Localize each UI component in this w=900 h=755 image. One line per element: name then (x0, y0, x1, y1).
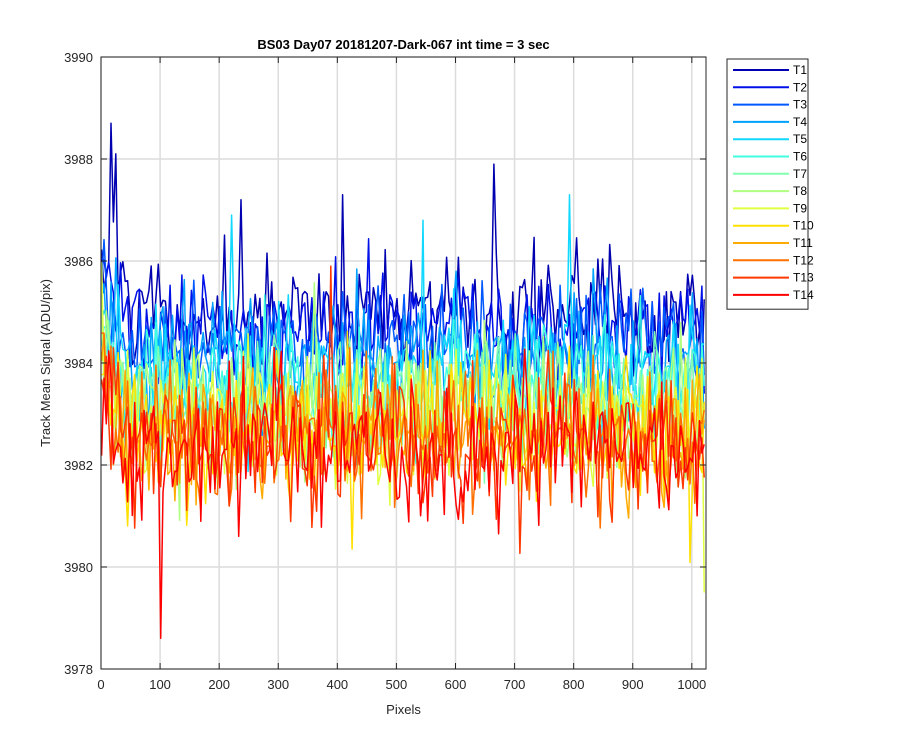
x-tick-label: 200 (208, 677, 230, 692)
series-line-t14 (100, 346, 705, 640)
x-tick-label: 1000 (677, 677, 706, 692)
legend-label: T3 (793, 98, 807, 112)
x-tick-label: 400 (326, 677, 348, 692)
legend-label: T8 (793, 184, 807, 198)
x-tick-label: 600 (445, 677, 467, 692)
chart-title: BS03 Day07 20181207-Dark-067 int time = … (257, 37, 549, 52)
x-tick-label: 700 (504, 677, 526, 692)
legend-label: T1 (793, 63, 807, 77)
legend-label: T14 (793, 288, 814, 302)
legend-label: T7 (793, 167, 807, 181)
y-tick-label: 3980 (64, 560, 93, 575)
legend-label: T12 (793, 253, 814, 267)
x-tick-label: 100 (149, 677, 171, 692)
axis-ticks: 0 100 200 300 400 500 600 700 800 900 1000 3978 3980… (64, 50, 706, 692)
series-line-t3 (100, 238, 705, 422)
legend-label: T2 (793, 80, 807, 94)
series-group (100, 122, 705, 640)
legend-label: T9 (793, 201, 807, 215)
legend-box (726, 58, 809, 310)
legend-label: T4 (793, 115, 807, 129)
y-tick-label: 3978 (64, 662, 93, 677)
x-tick-label: 800 (563, 677, 585, 692)
legend-label: T11 (793, 236, 813, 250)
y-tick-label: 3988 (64, 152, 93, 167)
x-tick-label: 900 (622, 677, 644, 692)
legend-label: T13 (793, 271, 814, 285)
y-tick-label: 3990 (64, 50, 93, 65)
legend-label: T5 (793, 132, 807, 146)
y-axis-label: Track Mean Signal (ADU/pix) (38, 279, 53, 447)
legend-label: T6 (793, 150, 807, 164)
legend: T1 T2 T3 T4 T5 T6 T7 T8 T9 T10 T11 T12 T13 T14 (726, 58, 814, 310)
x-tick-label: 0 (97, 677, 104, 692)
y-tick-label: 3986 (64, 254, 93, 269)
series-line-t4 (100, 257, 705, 443)
x-axis-label: Pixels (386, 702, 421, 717)
legend-label: T10 (793, 219, 814, 233)
y-tick-label: 3982 (64, 458, 93, 473)
x-tick-label: 500 (386, 677, 408, 692)
y-tick-label: 3984 (64, 356, 93, 371)
x-tick-label: 300 (267, 677, 289, 692)
